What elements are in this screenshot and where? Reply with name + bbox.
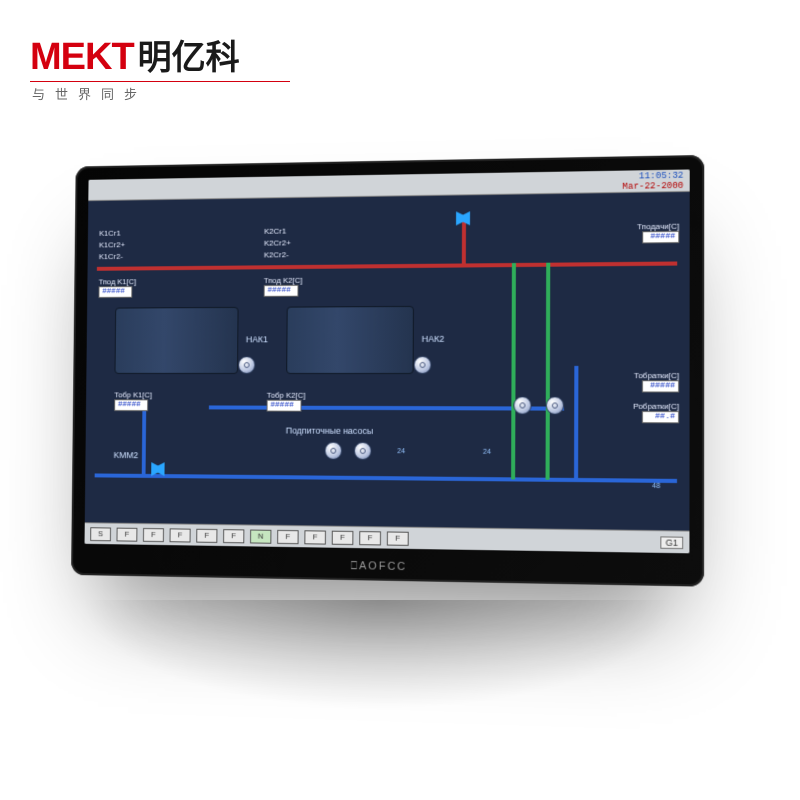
tag-tobr-k1: Тобр K1[C] ##### (114, 391, 152, 411)
pipe-return-v2 (142, 405, 146, 476)
tank-2-label: НАК2 (422, 334, 445, 344)
val-tobr-k2: ##### (267, 400, 302, 412)
screen: 11:05:32 Mar-22-2000 K1Cг1 (85, 169, 690, 553)
junction-48: 48 (652, 483, 660, 490)
fkey-8[interactable]: F (304, 530, 326, 544)
circ-pump-2[interactable] (546, 396, 564, 414)
tag-tobratki: Тобратки[C] ##### (634, 372, 679, 393)
pipe-green-2 (546, 263, 551, 480)
pipe-supply-main (97, 261, 677, 270)
tag-tpodachi: Тподачи[C] ##### (637, 223, 679, 244)
pipe-return-main (95, 473, 677, 483)
scada-canvas: K1Cг1 K1Cг2+ K1Cг2- Тпод K1[C] ##### K2C… (85, 192, 690, 531)
tag-tpod-k1: Тпод K1[C] ##### (98, 278, 136, 298)
pump-2[interactable] (414, 356, 432, 374)
val-tpodachi: ##### (642, 231, 679, 244)
fkey-7[interactable]: F (277, 529, 298, 543)
brand-tagline: 与世界同步 (30, 84, 290, 103)
datetime: 11:05:32 Mar-22-2000 (622, 171, 683, 192)
pump-1[interactable] (238, 356, 255, 374)
fkey-2[interactable]: F (143, 528, 164, 542)
fkey-4[interactable]: F (196, 528, 217, 542)
fkey-1[interactable]: F (117, 527, 138, 541)
label-kmm2: KMM2 (114, 450, 139, 460)
makeup-pump-1[interactable] (324, 442, 342, 460)
fkey-9[interactable]: F (332, 530, 354, 544)
fkey-5[interactable]: F (223, 529, 244, 543)
tank-1-label: НАК1 (246, 334, 268, 344)
tag-pobratki: Робратки[C] ##.# (633, 403, 679, 424)
label-pumps: Подпиточные насосы (286, 426, 373, 436)
junction-24b: 24 (483, 449, 491, 456)
pipe-return-v1 (574, 366, 578, 480)
label-k2cg2m: K2Cг2- (264, 251, 289, 259)
label-k2cg2p: K2Cг2+ (264, 239, 291, 247)
tank-1[interactable] (115, 307, 239, 374)
circ-pump-1[interactable] (513, 396, 531, 414)
monitor-frame: 11:05:32 Mar-22-2000 K1Cг1 (71, 155, 704, 587)
label-k2cg1: K2Cг1 (264, 228, 286, 236)
valve-supply[interactable] (456, 211, 470, 225)
label-k1cg2p: K1Cг2+ (99, 241, 125, 249)
label-k1cg2m: K1Cг2- (99, 253, 123, 261)
tank-2[interactable] (286, 306, 414, 374)
pipe-green-1 (511, 263, 516, 479)
tag-tpod-k2: Тпод K2[C] ##### (264, 277, 303, 297)
fkey-3[interactable]: F (170, 528, 191, 542)
label-k1cg1: K1Cг1 (99, 230, 121, 238)
val-tobratki: ##### (642, 380, 679, 392)
bezel-brand: ⎕AOFCC (71, 555, 704, 579)
valve-kmm2[interactable] (151, 462, 164, 476)
val-tobr-k1: ##### (114, 399, 148, 411)
junction-24a: 24 (397, 448, 405, 455)
shadow (80, 600, 680, 710)
fkey-0[interactable]: S (90, 527, 111, 541)
brand-logo: MEKT 明亿科 与世界同步 (30, 30, 290, 103)
brand-cn: 明亿科 (138, 30, 240, 79)
val-tpod-k2: ##### (264, 285, 299, 297)
fkey-11[interactable]: F (387, 531, 409, 545)
tag-tobr-k2: Тобр K2[C] ##### (267, 392, 306, 412)
brand-latin: MEKT (30, 36, 134, 79)
group-indicator[interactable]: G1 (660, 536, 683, 549)
val-tpod-k1: ##### (98, 286, 132, 298)
val-pobratki: ##.# (642, 411, 679, 423)
fkey-6[interactable]: N (250, 529, 271, 543)
date-text: Mar-22-2000 (622, 181, 683, 192)
makeup-pump-2[interactable] (354, 442, 372, 460)
fkey-10[interactable]: F (359, 531, 381, 545)
